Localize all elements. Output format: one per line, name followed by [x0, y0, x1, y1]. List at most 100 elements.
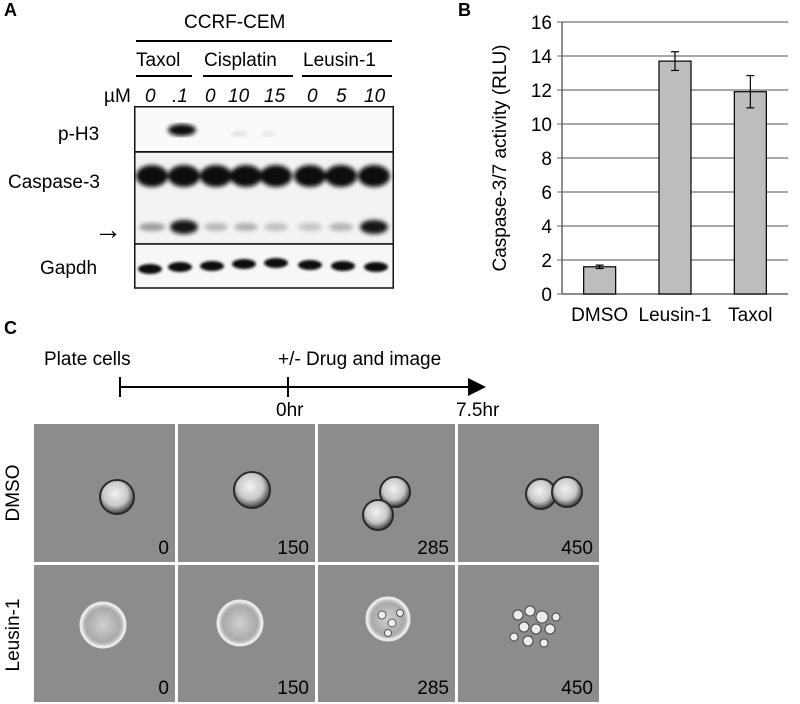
row-label-ph3: p-H3 [58, 124, 100, 145]
dose-label: 0 [205, 86, 216, 107]
cell-image [387, 618, 397, 628]
panel-a-letter: A [4, 0, 17, 20]
group-label-taxol: Taxol [136, 50, 181, 71]
y-tick-label: 8 [541, 149, 552, 170]
timeline-tend-label: 7.5hr [456, 400, 500, 421]
timepoint-label: 150 [277, 678, 309, 699]
cell-image [535, 610, 549, 624]
cell-image [551, 612, 561, 622]
x-tick-label: DMSO [571, 305, 628, 326]
cleaved-caspase-arrow-icon: → [94, 214, 122, 245]
timepoint-label: 450 [561, 538, 593, 559]
blot-band [325, 165, 357, 187]
cell-image [216, 599, 264, 647]
timeline-start-label: Plate cells [44, 349, 131, 370]
cell-image [365, 596, 411, 642]
row-label-dmso: DMSO [3, 464, 24, 522]
cell-image [522, 635, 534, 647]
blot-band [364, 262, 388, 272]
blot-band [294, 165, 326, 187]
blot-band [260, 165, 292, 187]
cell-image [539, 638, 549, 648]
cell-image [79, 601, 127, 649]
group-underline-cisplatin [203, 75, 293, 77]
blot-band [168, 124, 196, 136]
cell-image [512, 609, 524, 621]
micrograph-dmso-285: 285 [318, 424, 455, 562]
timeline-arrow [119, 377, 486, 397]
micrograph-dmso-0: 0 [34, 424, 175, 562]
y-tick-label: 2 [541, 251, 552, 272]
y-tick-label: 14 [531, 47, 553, 68]
y-tick-label: 16 [531, 13, 552, 34]
y-tick-label: 0 [541, 285, 552, 306]
micrograph-leusin-285: 285 [318, 565, 455, 702]
row-label-gapdh: Gapdh [40, 258, 98, 279]
blot-band [358, 165, 390, 187]
cell-image [377, 610, 387, 620]
bar [583, 266, 617, 295]
blot-band [168, 262, 192, 272]
group-label-leusin: Leusin-1 [303, 50, 376, 71]
dose-unit-label: µM [104, 86, 131, 107]
blot-band [138, 264, 162, 274]
blot-band [298, 223, 322, 231]
timepoint-label: 450 [561, 678, 593, 699]
cell-image [509, 632, 519, 642]
y-tick-label: 10 [531, 115, 552, 136]
dose-label: 10 [364, 86, 386, 107]
blot-band [298, 260, 322, 270]
cell-image [518, 621, 530, 633]
cell-image [233, 471, 271, 509]
cell-image [524, 605, 536, 617]
cell-image [384, 629, 392, 637]
blot-band [264, 223, 288, 231]
dose-label: 0 [307, 86, 318, 107]
cell-image [551, 476, 583, 508]
bar [733, 91, 767, 295]
dose-label: 0 [145, 86, 156, 107]
western-blot [134, 106, 394, 289]
blot-band [139, 223, 165, 231]
y-tick-label: 4 [541, 217, 552, 238]
blot-band [261, 132, 277, 136]
micrograph-leusin-450: 450 [458, 565, 599, 702]
y-tick-label: 12 [531, 81, 552, 102]
blot-band [136, 165, 168, 187]
cell-image [396, 609, 404, 617]
blot-band [200, 165, 232, 187]
blot-band [331, 261, 355, 271]
timepoint-label: 285 [417, 678, 449, 699]
blot-band [234, 223, 258, 231]
blot-band [360, 220, 388, 234]
blot-band [200, 261, 224, 271]
timeline-drug-label: +/- Drug and image [278, 349, 442, 370]
group-underline-taxol [136, 75, 192, 77]
timepoint-label: 150 [277, 538, 309, 559]
blot-band [168, 165, 200, 187]
x-tick-label: Leusin-1 [639, 305, 712, 326]
caspase-bar-chart: 0 2 4 6 8 10 12 14 16 DMSO Leusin-1 Taxol Caspase-3/… [490, 13, 788, 326]
blot-band [231, 132, 247, 136]
timeline-t0-label: 0hr [276, 400, 304, 421]
dose-label: .1 [172, 86, 188, 107]
micrograph-dmso-450: 450 [458, 424, 599, 562]
cell-image [530, 623, 542, 635]
cell-image [362, 499, 394, 531]
timepoint-label: 0 [158, 678, 169, 699]
dose-label: 15 [264, 86, 286, 107]
row-label-caspase3: Caspase-3 [8, 172, 100, 193]
panel-c-letter: C [4, 318, 17, 338]
blot-band [264, 258, 288, 268]
y-tick-label: 6 [541, 183, 552, 204]
y-axis-label: Caspase-3/7 activity (RLU) [490, 44, 511, 271]
cell-image [99, 479, 135, 515]
blot-band [329, 223, 353, 231]
bar [658, 60, 692, 295]
cell-image [379, 476, 411, 508]
timepoint-label: 0 [158, 538, 169, 559]
dose-label: 10 [228, 86, 250, 107]
blot-band [232, 259, 256, 269]
blot-band [204, 223, 228, 231]
group-underline-leusin [302, 75, 392, 77]
